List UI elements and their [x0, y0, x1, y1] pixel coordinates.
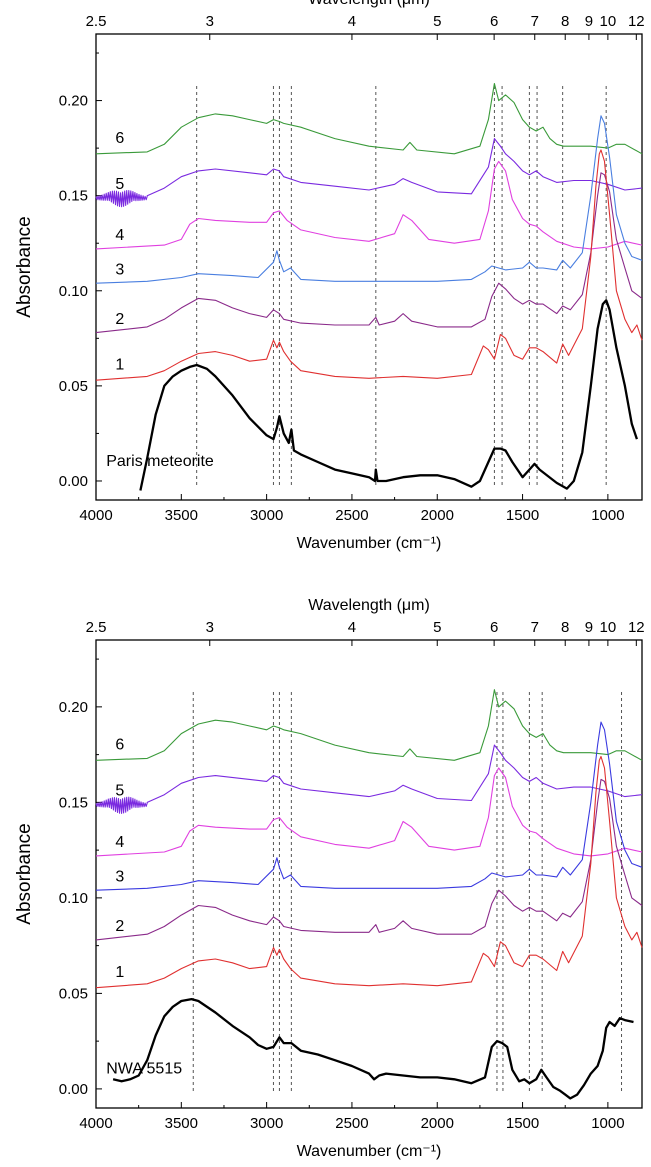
wavelength-tick-label: 6	[490, 13, 498, 30]
y-tick-label: 0.05	[59, 985, 88, 1002]
wavelength-tick-label: 2.5	[86, 619, 107, 636]
wavelength-tick-label: 5	[433, 13, 441, 30]
x-tick-label: 4000	[79, 1115, 112, 1132]
plot-frame	[95, 639, 643, 1109]
wavelength-tick-label: 12	[628, 619, 645, 636]
chart-paris-meteorite: 4000 3500 3000 2500 2000 1500 1000 0.00 0.05 0.10…	[14, 0, 645, 552]
x-axis-label: Wavenumber (cm⁻¹)	[297, 535, 442, 552]
x-tick-label: 3000	[250, 1115, 283, 1132]
series-line-3	[95, 721, 643, 891]
x-tick-label: 1000	[591, 507, 624, 524]
series-label: 3	[115, 261, 124, 278]
series-label: 1	[115, 964, 124, 981]
wavelength-tick-label: 8	[561, 13, 569, 30]
y-axis-label: Absorbance	[14, 216, 35, 317]
y-tick-label: 0.20	[59, 699, 88, 716]
series-line-4	[95, 160, 643, 250]
series-label: 4	[115, 834, 124, 851]
y-tick-label: 0.05	[59, 378, 88, 395]
y-tick-label: 0.00	[59, 473, 88, 490]
y-tick-label: 0.00	[59, 1081, 88, 1098]
wavelength-tick-label: 10	[600, 13, 617, 30]
x-axis-label: Wavenumber (cm⁻¹)	[297, 1143, 442, 1160]
series-line-paris-meteorite	[139, 299, 638, 491]
x-tick-label: 2000	[421, 507, 454, 524]
x-tick-label: 1500	[506, 1115, 539, 1132]
x-tick-label: 2500	[335, 507, 368, 524]
series-line-1	[95, 755, 643, 989]
series-label: 3	[115, 869, 124, 886]
series-line-2	[95, 778, 643, 941]
series-line-6	[95, 689, 643, 761]
series-line-5	[95, 138, 643, 208]
y-tick-label: 0.15	[59, 188, 88, 205]
series-label: 2	[115, 918, 124, 935]
x-tick-label: 3500	[165, 1115, 198, 1132]
y-tick-label: 0.15	[59, 794, 88, 811]
x-tick-label: 4000	[79, 507, 112, 524]
series-label: 1	[115, 357, 124, 374]
x-tick-label: 2000	[421, 1115, 454, 1132]
wavelength-tick-label: 9	[585, 13, 593, 30]
chart-nwa-5515: 4000 3500 3000 2500 2000 1500 1000 0.00 0.05 0.10…	[14, 597, 645, 1160]
wavelength-tick-label: 8	[561, 619, 569, 636]
x-tick-label: 1500	[506, 507, 539, 524]
wavelength-tick-label: 12	[628, 13, 645, 30]
series-line-4	[95, 767, 643, 857]
wavelength-tick-label: 10	[600, 619, 617, 636]
series-label: 5	[115, 176, 124, 193]
series-label: 5	[115, 783, 124, 800]
series-line-6	[95, 82, 643, 155]
series-line-5	[95, 744, 643, 814]
x2-axis-label: Wavelength (μm)	[308, 0, 430, 8]
series-line-nwa-5515	[112, 997, 634, 1100]
series-line-1	[95, 149, 643, 381]
x-tick-label: 3500	[165, 507, 198, 524]
series-line-2	[95, 172, 643, 334]
x-tick-label: 1000	[591, 1115, 624, 1132]
wavelength-tick-label: 3	[206, 13, 214, 30]
series-label: 6	[115, 737, 124, 754]
series-label: 4	[115, 227, 124, 244]
wavelength-tick-label: 7	[531, 13, 539, 30]
wavelength-tick-label: 2.5	[86, 13, 107, 30]
wavelength-tick-label: 9	[585, 619, 593, 636]
wavelength-tick-label: 7	[531, 619, 539, 636]
wavelength-tick-label: 4	[348, 619, 356, 636]
x2-axis-label: Wavelength (μm)	[308, 597, 430, 614]
series-label: 2	[115, 311, 124, 328]
meteorite-label: NWA 5515	[106, 1061, 182, 1078]
plot-frame	[95, 33, 643, 501]
y-tick-label: 0.10	[59, 283, 88, 300]
wavelength-tick-label: 3	[206, 619, 214, 636]
wavelength-tick-label: 6	[490, 619, 498, 636]
wavelength-tick-label: 5	[433, 619, 441, 636]
series-label: 6	[115, 130, 124, 147]
wavelength-tick-label: 4	[348, 13, 356, 30]
x-tick-label: 3000	[250, 507, 283, 524]
x-tick-label: 2500	[335, 1115, 368, 1132]
y-tick-label: 0.20	[59, 93, 88, 110]
y-tick-label: 0.10	[59, 890, 88, 907]
series-line-3	[95, 115, 643, 284]
y-axis-label: Absorbance	[14, 823, 35, 924]
meteorite-label: Paris meteorite	[106, 453, 214, 470]
